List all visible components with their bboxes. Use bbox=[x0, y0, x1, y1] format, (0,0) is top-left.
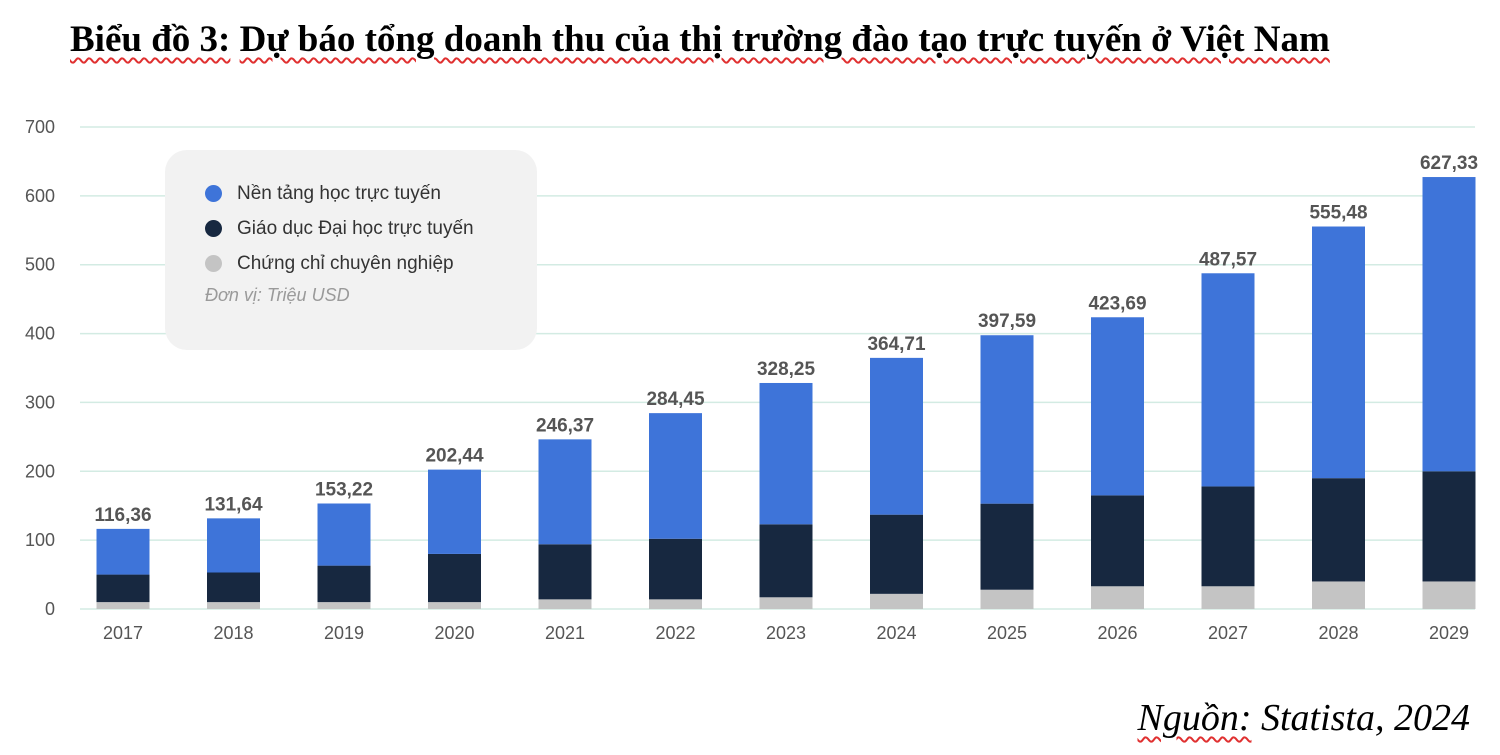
x-axis: 2017 2018 2019 2020 2021 2022 2023 2024 2025 2026… bbox=[103, 623, 1469, 643]
y-tick-label: 300 bbox=[25, 392, 55, 412]
total-label: 397,59 bbox=[978, 311, 1036, 332]
legend-dot-icon bbox=[205, 220, 222, 237]
total-label: 555,48 bbox=[1309, 203, 1367, 224]
bar-segment bbox=[428, 602, 481, 609]
x-tick-label: 2026 bbox=[1097, 623, 1137, 643]
chart-title-prefix: Biểu đồ 3: bbox=[70, 19, 231, 60]
bar-segment bbox=[1312, 478, 1365, 582]
legend-item-professional-certificates: Chứng chỉ chuyên nghiệp bbox=[205, 246, 537, 281]
x-tick-label: 2019 bbox=[324, 623, 364, 643]
bar-segment bbox=[649, 413, 702, 539]
x-tick-label: 2028 bbox=[1318, 623, 1358, 643]
bar-segment bbox=[649, 599, 702, 609]
total-label: 627,33 bbox=[1420, 153, 1478, 174]
bar-segment bbox=[538, 439, 592, 545]
bar-segment bbox=[1091, 317, 1144, 496]
total-labels: 116,36 131,64 153,22 202,44 246,37 284,45 328,… bbox=[94, 153, 1478, 526]
x-tick-label: 2018 bbox=[213, 623, 253, 643]
bars bbox=[96, 177, 1476, 609]
bar-segment bbox=[207, 572, 260, 603]
bar-segment bbox=[1422, 471, 1476, 582]
x-tick-label: 2022 bbox=[655, 623, 695, 643]
bar-segment bbox=[1422, 581, 1476, 609]
y-axis: 0 100 200 300 400 500 600 700 bbox=[25, 117, 55, 619]
bar-segment bbox=[538, 599, 592, 609]
bar-segment bbox=[759, 382, 813, 525]
bar-segment bbox=[1091, 586, 1144, 609]
bar-segment bbox=[207, 518, 260, 573]
y-tick-label: 400 bbox=[25, 324, 55, 344]
bar-segment bbox=[317, 602, 371, 609]
source-note: Nguồn: Statista, 2024 bbox=[1137, 696, 1470, 740]
chart-title-text: Dự báo tổng doanh thu của thị trường đào… bbox=[239, 19, 1330, 60]
bar-segment bbox=[870, 514, 923, 594]
legend-label: Nền tảng học trực tuyến bbox=[237, 182, 441, 204]
bar-segment bbox=[870, 593, 923, 609]
legend-label: Giáo dục Đại học trực tuyến bbox=[237, 217, 474, 239]
x-tick-label: 2017 bbox=[103, 623, 143, 643]
bar-segment bbox=[1201, 273, 1255, 487]
legend-dot-icon bbox=[205, 255, 222, 272]
bar-segment bbox=[1201, 586, 1255, 609]
total-label: 131,64 bbox=[204, 494, 263, 515]
legend-dot-icon bbox=[205, 185, 222, 202]
total-label: 202,44 bbox=[425, 446, 484, 467]
chart-title: Biểu đồ 3: Dự báo tổng doanh thu của thị… bbox=[70, 18, 1330, 61]
total-label: 328,25 bbox=[757, 359, 816, 380]
bar-segment bbox=[96, 574, 150, 603]
bar-segment bbox=[649, 538, 702, 600]
bar-segment bbox=[759, 524, 813, 598]
bar-segment bbox=[1091, 495, 1144, 587]
y-tick-label: 700 bbox=[25, 117, 55, 137]
x-tick-label: 2029 bbox=[1429, 623, 1469, 643]
bar-segment bbox=[538, 544, 592, 600]
x-tick-label: 2027 bbox=[1208, 623, 1248, 643]
bar-segment bbox=[96, 528, 150, 575]
x-tick-label: 2024 bbox=[876, 623, 916, 643]
y-tick-label: 100 bbox=[25, 530, 55, 550]
bar-segment bbox=[1312, 226, 1365, 479]
total-label: 284,45 bbox=[646, 389, 705, 410]
source-prefix: Nguồn: bbox=[1137, 697, 1252, 739]
total-label: 153,22 bbox=[315, 479, 373, 500]
total-label: 487,57 bbox=[1199, 249, 1257, 270]
bar-segment bbox=[96, 602, 150, 609]
x-tick-label: 2023 bbox=[766, 623, 806, 643]
bar-segment bbox=[428, 469, 481, 554]
y-tick-label: 500 bbox=[25, 255, 55, 275]
legend-label: Chứng chỉ chuyên nghiệp bbox=[237, 252, 454, 274]
bar-segment bbox=[207, 602, 260, 609]
x-tick-label: 2020 bbox=[434, 623, 474, 643]
bar-segment bbox=[980, 335, 1034, 504]
total-label: 364,71 bbox=[867, 334, 926, 355]
y-tick-label: 200 bbox=[25, 461, 55, 481]
total-label: 423,69 bbox=[1088, 293, 1146, 314]
total-label: 116,36 bbox=[94, 505, 151, 526]
x-tick-label: 2021 bbox=[545, 623, 585, 643]
bar-segment bbox=[317, 565, 371, 603]
source-text: Statista, 2024 bbox=[1260, 697, 1470, 739]
bar-segment bbox=[980, 503, 1034, 590]
unit-note: Đơn vị: Triệu USD bbox=[205, 285, 350, 305]
bar-segment bbox=[1312, 581, 1365, 609]
y-tick-label: 0 bbox=[45, 599, 55, 619]
bar-segment bbox=[317, 503, 371, 566]
legend-item-online-platforms: Nền tảng học trực tuyến bbox=[205, 176, 537, 211]
bar-segment bbox=[428, 553, 481, 603]
legend-item-online-higher-education: Giáo dục Đại học trực tuyến bbox=[205, 211, 537, 246]
legend: Nền tảng học trực tuyến Giáo dục Đại học… bbox=[165, 150, 537, 350]
bar-segment bbox=[759, 597, 813, 609]
x-tick-label: 2025 bbox=[987, 623, 1027, 643]
bar-segment bbox=[980, 589, 1034, 609]
total-label: 246,37 bbox=[536, 415, 594, 436]
bar-segment bbox=[1422, 177, 1476, 472]
bar-segment bbox=[1201, 486, 1255, 587]
y-tick-label: 600 bbox=[25, 186, 55, 206]
bar-segment bbox=[870, 357, 923, 515]
